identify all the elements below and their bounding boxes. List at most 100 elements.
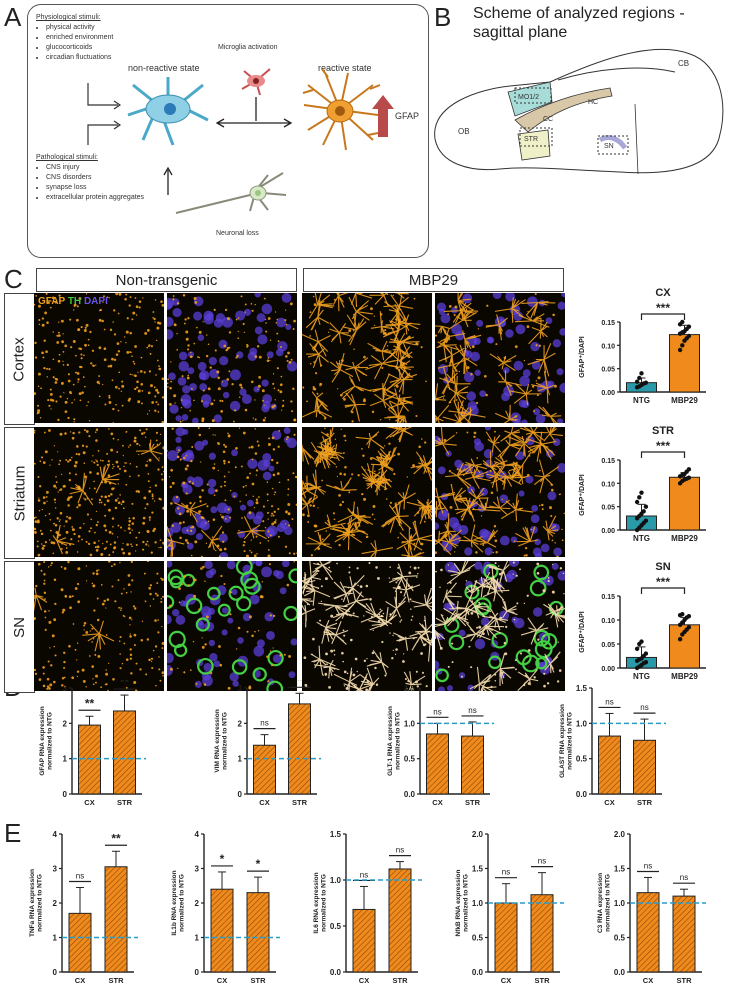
gfap-dot	[512, 561, 515, 564]
gfap-dot	[132, 605, 136, 608]
gfap-dot	[81, 391, 84, 394]
gfap-dot	[348, 491, 351, 494]
gfap-astrocyte	[438, 331, 466, 348]
gfap-dot	[302, 513, 305, 517]
gfap-dot	[152, 497, 154, 500]
dapi-nucleus	[510, 536, 518, 543]
gfap-dot	[221, 381, 224, 383]
gfap-dot	[293, 552, 296, 555]
chart-c3-rna: 0.00.51.01.52.0C3 RNA expression normaliz…	[597, 830, 706, 985]
neuron-icon	[175, 172, 287, 214]
dapi-nucleus	[556, 368, 564, 376]
gfap-dot	[52, 376, 55, 379]
gfap-dot	[151, 495, 154, 498]
gfap-astrocyte	[369, 293, 389, 307]
gfap-dot	[459, 495, 462, 498]
gfap-dot	[176, 455, 180, 459]
gfap-dot	[155, 684, 157, 687]
gfap-dot	[103, 524, 107, 528]
gfap-astrocyte	[543, 427, 564, 442]
gfap-astrocyte	[341, 376, 372, 400]
gfap-dot	[115, 293, 119, 296]
gfap-dot	[80, 353, 83, 356]
gfap-dot	[108, 428, 110, 430]
gfap-dot	[176, 333, 178, 335]
gfap-dot	[371, 410, 375, 414]
gfap-dot	[87, 401, 90, 403]
gfap-dot	[254, 418, 257, 421]
dapi-nucleus	[193, 311, 203, 321]
gfap-dot	[169, 403, 172, 406]
gfap-dot	[195, 682, 198, 685]
gfap-dot	[343, 670, 347, 674]
y-tick-label: 3	[53, 865, 58, 874]
gfap-dot	[230, 591, 233, 594]
gfap-dot	[131, 374, 133, 376]
physio-title: Physiological stimuli:	[36, 14, 101, 21]
dapi-nucleus	[508, 561, 520, 568]
gfap-dot	[46, 677, 50, 681]
gfap-dot	[180, 406, 183, 409]
gfap-dot	[226, 378, 230, 381]
dapi-nucleus	[499, 494, 509, 504]
gfap-dot	[242, 431, 246, 435]
gfap-dot	[113, 547, 116, 550]
gfap-dot	[75, 473, 78, 476]
gfap-dot	[214, 434, 216, 436]
gfap-dot	[34, 520, 38, 524]
gfap-astrocyte	[453, 344, 478, 375]
dapi-nucleus	[288, 671, 296, 679]
gfap-dot	[244, 303, 247, 306]
gfap-dot	[254, 399, 256, 401]
th-cell	[168, 630, 186, 649]
dapi-nucleus	[515, 451, 525, 461]
gfap-astrocyte	[323, 621, 349, 645]
gfap-astrocyte	[521, 300, 556, 319]
x-tick-label: STR	[637, 798, 653, 807]
gfap-dot	[44, 628, 47, 631]
gfap-dot	[205, 615, 209, 619]
gfap-dot	[142, 516, 146, 520]
gfap-dot	[142, 521, 146, 525]
gfap-dot	[211, 598, 214, 600]
gfap-dot	[64, 400, 68, 404]
gfap-dot	[227, 432, 229, 435]
gfap-dot	[292, 387, 295, 391]
dapi-nucleus	[254, 326, 263, 335]
gfap-dot	[276, 318, 278, 321]
dapi-nucleus	[435, 660, 440, 669]
gfap-dot	[535, 344, 538, 347]
gfap-dot	[546, 682, 550, 685]
dapi-nucleus	[187, 351, 195, 358]
dapi-nucleus	[534, 538, 541, 546]
gfap-dot	[379, 608, 382, 611]
dapi-nucleus	[197, 334, 205, 341]
gfap-dot	[117, 465, 120, 468]
gfap-dot	[76, 642, 79, 645]
gfap-dot	[196, 326, 198, 329]
gfap-dot	[93, 480, 95, 483]
gfap-dot	[557, 641, 559, 643]
gfap-dot	[83, 624, 86, 627]
dapi-nucleus	[556, 463, 565, 473]
gfap-dot	[131, 355, 133, 358]
y-tick-label: 2	[63, 719, 68, 728]
gfap-dot	[147, 473, 150, 475]
gfap-dot	[494, 562, 497, 565]
gfap-dot	[155, 388, 159, 392]
gfap-dot	[41, 547, 45, 550]
gfap-dot	[117, 439, 119, 441]
gfap-dot	[101, 602, 105, 606]
dapi-nucleus	[167, 614, 172, 625]
gfap-dot	[543, 635, 545, 637]
gfap-dot	[54, 602, 57, 606]
gfap-astrocyte	[318, 602, 351, 617]
gfap-dot	[55, 400, 58, 403]
gfap-dot	[53, 645, 56, 648]
dapi-nucleus	[231, 449, 238, 457]
dapi-nucleus	[474, 441, 484, 452]
gfap-dot	[267, 530, 270, 533]
gfap-astrocyte	[439, 370, 471, 402]
y-axis-label: normalized to NTG	[179, 874, 186, 932]
gfap-dot	[107, 689, 109, 691]
